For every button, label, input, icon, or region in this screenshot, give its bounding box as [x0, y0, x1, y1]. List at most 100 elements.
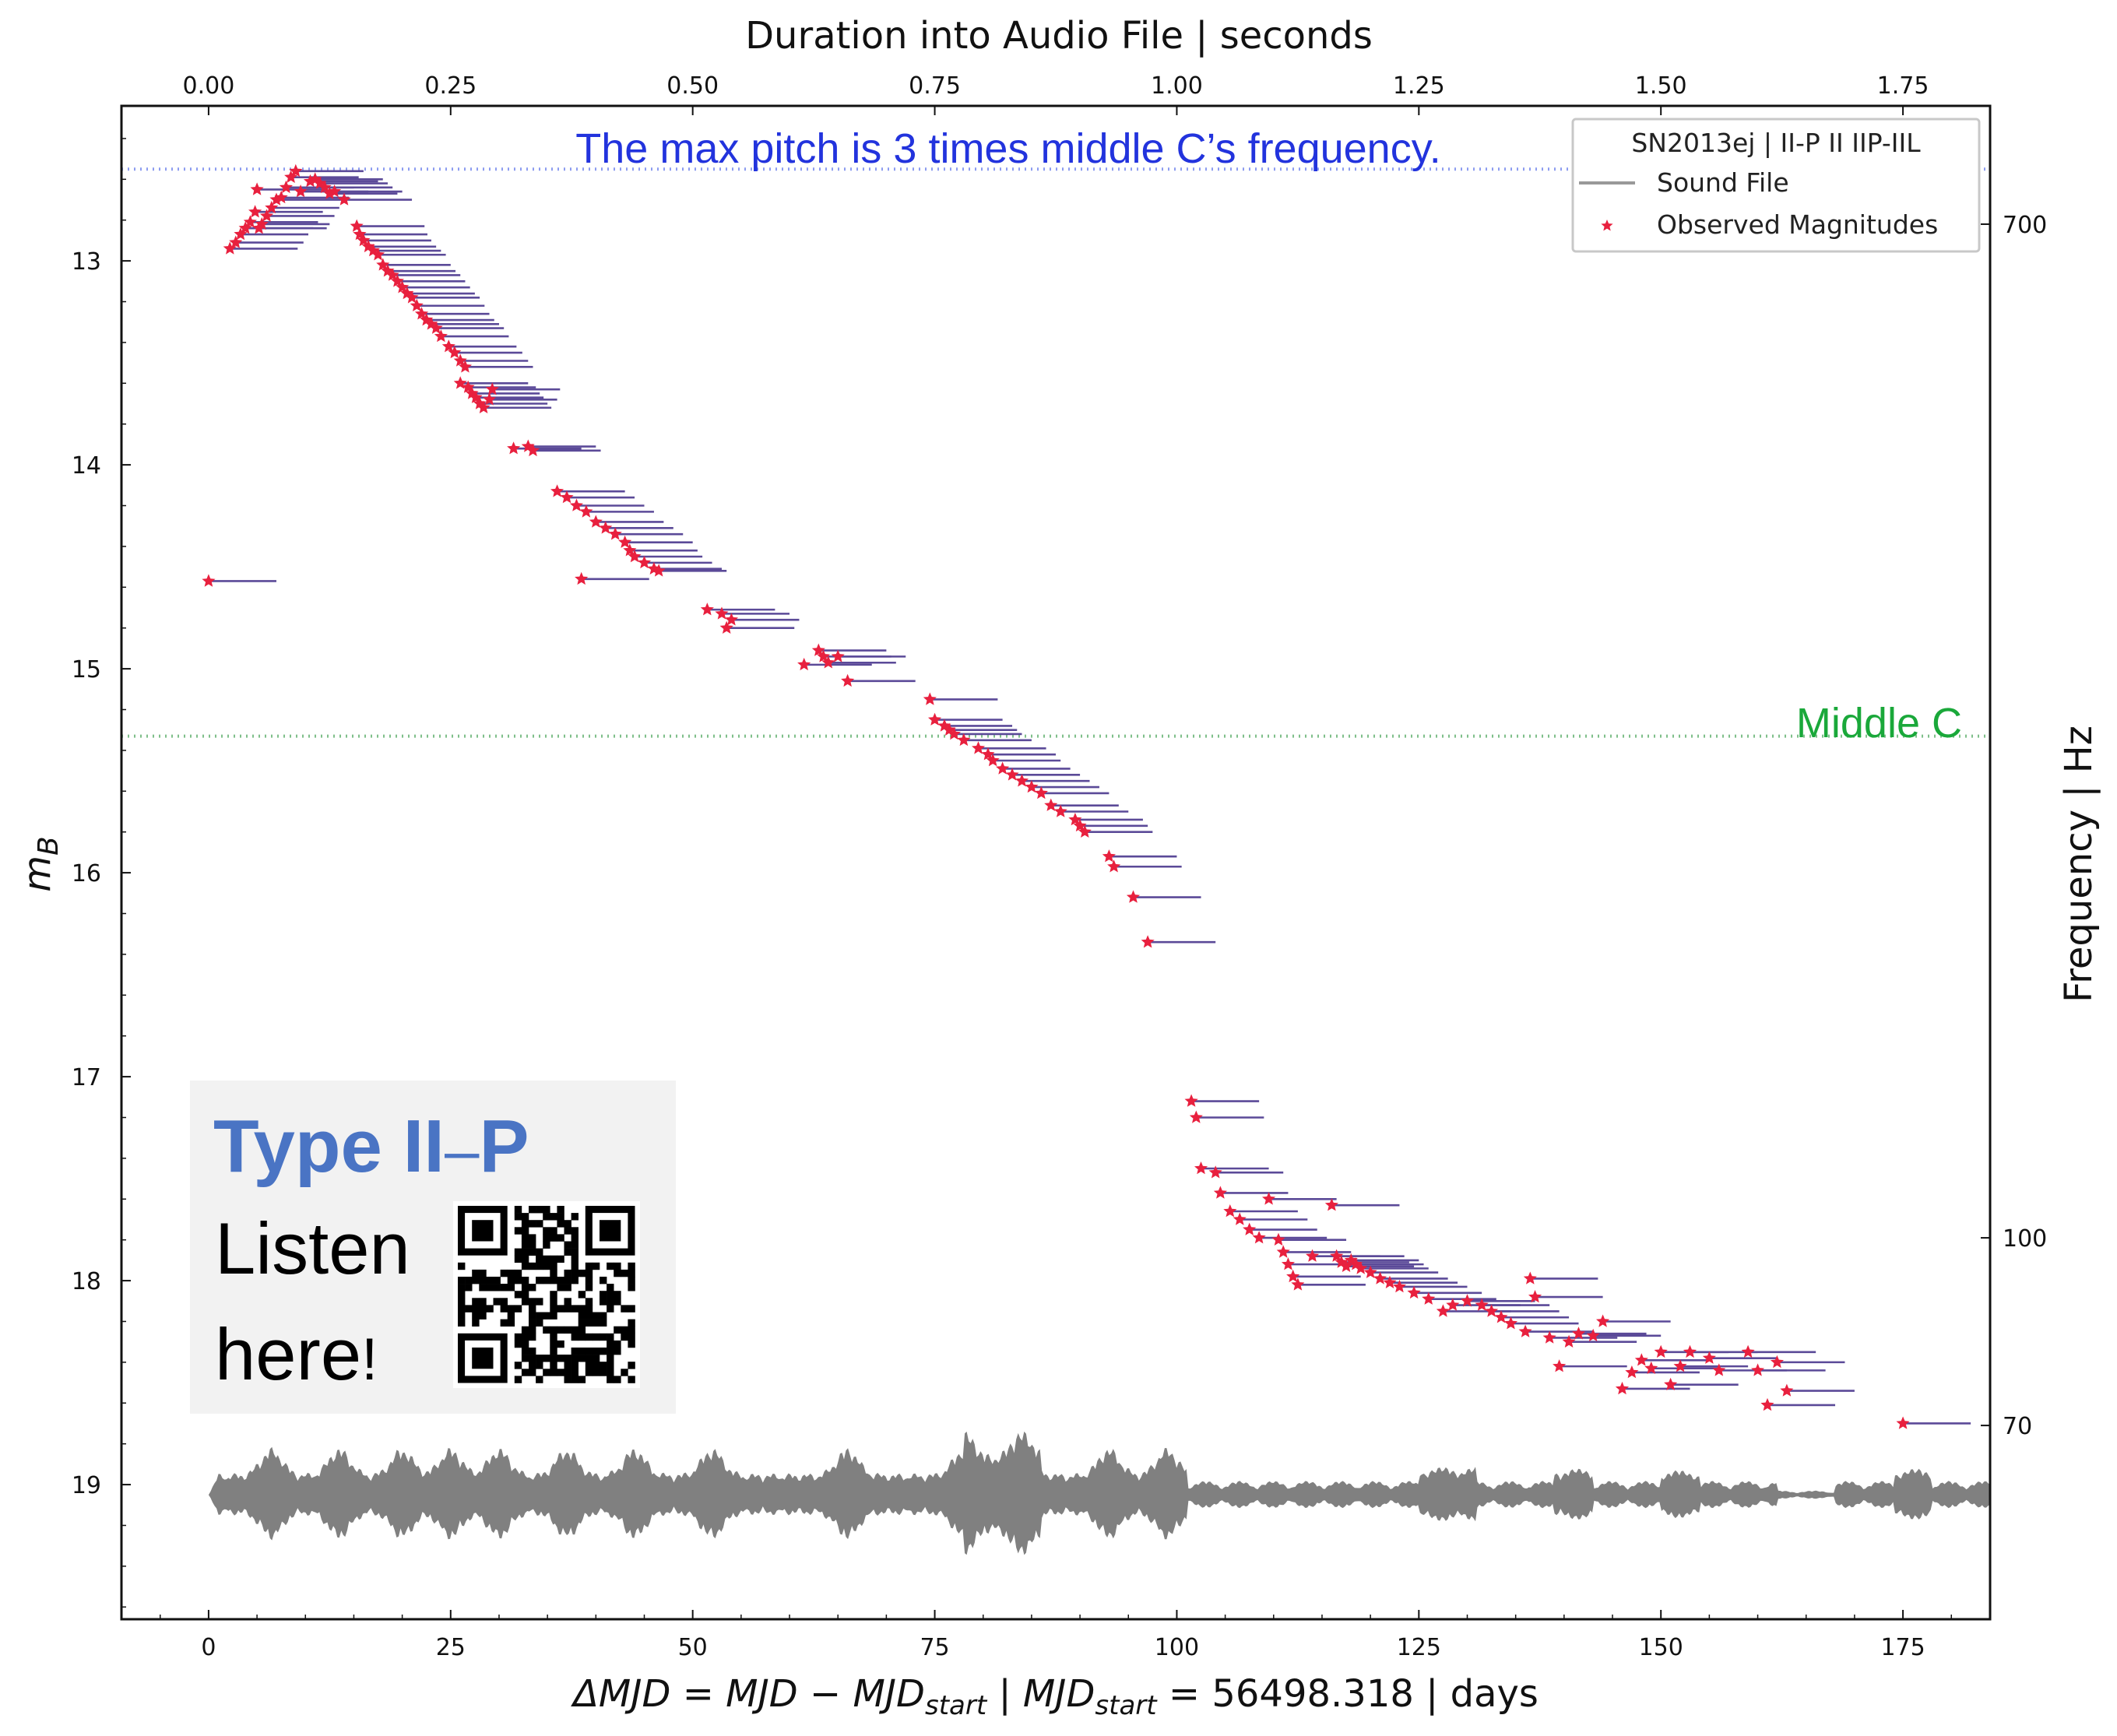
qr-module [479, 1269, 487, 1277]
qr-module [571, 1227, 578, 1235]
observed-magnitude-point [1683, 1344, 1697, 1358]
qr-module [585, 1269, 593, 1277]
right-tick-label: 70 [2003, 1413, 2032, 1440]
observed-magnitude-point [1553, 1359, 1567, 1372]
top-axis-ticks: 0.00 0.25 0.50 0.75 1.00 1.25 1.50 1.75 [183, 72, 1929, 115]
qr-module [571, 1234, 578, 1242]
qr-module [600, 1277, 607, 1284]
observed-magnitude-point [1044, 798, 1058, 811]
qr-module [521, 1340, 529, 1348]
qr-module [571, 1248, 578, 1256]
qr-module [585, 1284, 593, 1291]
x-tick-label: 0 [201, 1634, 216, 1661]
y-tick-label: 19 [72, 1472, 101, 1499]
qr-module [628, 1362, 635, 1369]
qr-module [550, 1291, 557, 1298]
x-axis-title-delta: ΔMJD = MJD − MJD [570, 1672, 925, 1716]
observed-magnitude-point [1494, 1310, 1508, 1323]
top-tick-label: 0.50 [666, 72, 719, 100]
qr-module [536, 1277, 543, 1284]
qr-module [607, 1369, 614, 1376]
legend-title: SN2013ej | II-P II IIP-IIL [1631, 128, 1921, 158]
qr-module [614, 1340, 621, 1348]
qr-module [607, 1284, 614, 1291]
qr-module [521, 1262, 529, 1270]
qr-module [521, 1255, 529, 1263]
top-tick-label: 1.00 [1151, 72, 1203, 100]
qr-module [592, 1362, 600, 1369]
top-tick-label: 1.50 [1635, 72, 1687, 100]
qr-module [529, 1206, 536, 1214]
qr-module [621, 1326, 628, 1334]
qr-module [585, 1277, 593, 1284]
qr-module [550, 1348, 557, 1355]
observed-magnitude-point [1770, 1355, 1784, 1369]
x-tick-label: 50 [678, 1634, 708, 1661]
observed-magnitude-point [1503, 1316, 1517, 1330]
qr-module [614, 1348, 621, 1355]
y-axis-title: mB [16, 836, 65, 891]
qr-module [585, 1262, 593, 1270]
qr-module [592, 1312, 600, 1320]
qr-module [543, 1227, 550, 1235]
qr-module [578, 1312, 586, 1320]
qr-module [607, 1340, 614, 1348]
qr-module [529, 1298, 536, 1306]
qr-finder-inner [472, 1220, 494, 1242]
observed-magnitude-point [1252, 1231, 1266, 1244]
qr-module [479, 1305, 487, 1313]
qr-module [628, 1277, 635, 1284]
sound-file-waveform [208, 1431, 1991, 1555]
qr-module [550, 1333, 557, 1341]
observed-magnitude-point [507, 441, 521, 455]
observed-magnitude-point [1068, 813, 1082, 826]
qr-module [571, 1262, 578, 1270]
qr-module [550, 1277, 557, 1284]
observed-magnitude-point [248, 205, 262, 218]
qr-module [571, 1241, 578, 1249]
x-axis-title-sub2: start [1095, 1690, 1158, 1721]
y-tick-label: 18 [72, 1268, 101, 1295]
qr-module [458, 1298, 466, 1306]
x-tick-label: 125 [1397, 1634, 1441, 1661]
qr-module [458, 1312, 466, 1320]
qr-module [550, 1298, 557, 1306]
qr-module [564, 1305, 571, 1313]
qr-module [614, 1376, 621, 1383]
qr-module [564, 1355, 571, 1362]
observed-magnitude-point [947, 726, 961, 740]
qr-module [600, 1362, 607, 1369]
qr-module [529, 1355, 536, 1362]
qr-module [607, 1355, 614, 1362]
qr-module [536, 1262, 543, 1270]
observed-magnitude-point [841, 673, 855, 687]
qr-module [564, 1269, 571, 1277]
observed-magnitude-markers [202, 163, 1910, 1429]
qr-module [521, 1248, 529, 1256]
observed-magnitude-point [1373, 1271, 1387, 1284]
qr-module [458, 1284, 466, 1291]
qr-module [479, 1277, 487, 1284]
observed-magnitude-point [1446, 1298, 1460, 1311]
qr-module [600, 1312, 607, 1320]
qr-module [486, 1284, 494, 1291]
observed-magnitude-point [328, 184, 342, 198]
observed-magnitude-point [550, 484, 564, 497]
observed-magnitude-point [1625, 1365, 1639, 1379]
observed-magnitude-point [1286, 1269, 1300, 1283]
observed-magnitude-point [797, 657, 811, 671]
observed-magnitude-point [448, 346, 462, 359]
observed-magnitude-point [811, 643, 825, 656]
observed-magnitude-point [1330, 1249, 1344, 1262]
observed-magnitude-point [385, 268, 399, 281]
observed-magnitude-point [1383, 1275, 1397, 1288]
y-axis-ticks: 13 14 15 16 17 18 19 [72, 138, 131, 1608]
qr-module [571, 1269, 578, 1277]
observed-magnitude-point [274, 190, 288, 204]
qr-module [614, 1298, 621, 1306]
y-tick-label: 14 [72, 452, 101, 480]
qr-module [458, 1305, 466, 1313]
qr-module [571, 1362, 578, 1369]
qr-module [571, 1326, 578, 1334]
observed-magnitude-point [724, 613, 738, 626]
